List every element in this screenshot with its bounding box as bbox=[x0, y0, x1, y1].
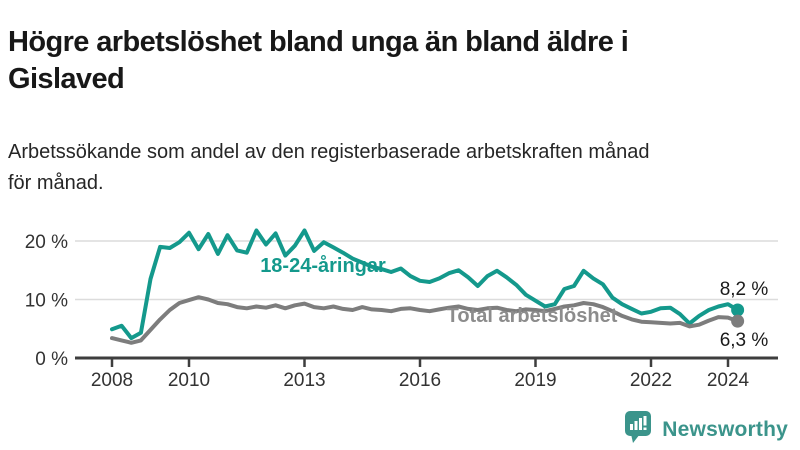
y-tick-label: 20 % bbox=[25, 232, 68, 253]
newsworthy-logo-icon bbox=[623, 410, 653, 449]
series-label-youth: 18-24-åringar bbox=[260, 254, 386, 277]
series-line-youth bbox=[110, 228, 740, 341]
series-lines bbox=[110, 228, 740, 345]
chart-title-line2: Gislaved bbox=[8, 63, 125, 96]
series-end-dots bbox=[731, 303, 745, 328]
y-tick-label: 0 % bbox=[35, 349, 68, 370]
x-tick-label: 2024 bbox=[707, 370, 750, 391]
x-tick-label: 2019 bbox=[514, 370, 556, 391]
series-label-total: Total arbetslöshet bbox=[447, 305, 618, 327]
end-dot-youth bbox=[731, 303, 745, 317]
series-inline-labels: 18-24-åringar Total arbetslöshet bbox=[260, 254, 618, 327]
unemployment-line-chart: 0 % 10 % 20 % 2008 2010 2013 2016 2019 2022 2024… bbox=[25, 228, 778, 391]
chart-subtitle: Arbetssökande som andel av den registerb… bbox=[8, 137, 788, 199]
end-value-label-total: 6,3 % bbox=[720, 330, 769, 351]
x-tick-label: 2022 bbox=[630, 370, 672, 391]
x-axis bbox=[75, 356, 778, 367]
chart-title-line1: Högre arbetslöshet bland unga än bland ä… bbox=[8, 26, 629, 59]
y-axis-labels: 0 % 10 % 20 % bbox=[25, 232, 68, 370]
y-tick-label: 10 % bbox=[25, 291, 68, 312]
chart-subtitle-line2: för månad. bbox=[8, 172, 104, 194]
x-tick-label: 2008 bbox=[91, 370, 133, 391]
x-tick-label: 2013 bbox=[283, 370, 325, 391]
end-value-label-youth: 8,2 % bbox=[720, 279, 769, 300]
gridlines bbox=[75, 240, 778, 301]
x-axis-labels: 2008 2010 2013 2016 2019 2022 2024 bbox=[91, 370, 750, 391]
chart-title: Högre arbetslöshet bland unga än bland ä… bbox=[8, 24, 796, 98]
end-dot-total bbox=[731, 314, 745, 328]
x-tick-label: 2010 bbox=[168, 370, 210, 391]
chart-subtitle-line1: Arbetssökande som andel av den registerb… bbox=[8, 141, 650, 163]
series-end-value-labels: 8,2 % 6,3 % bbox=[720, 279, 769, 351]
series-line-total bbox=[110, 295, 740, 345]
newsworthy-brand-link[interactable]: Newsworthy bbox=[623, 410, 788, 449]
brand-name: Newsworthy bbox=[662, 417, 788, 441]
x-tick-label: 2016 bbox=[399, 370, 441, 391]
